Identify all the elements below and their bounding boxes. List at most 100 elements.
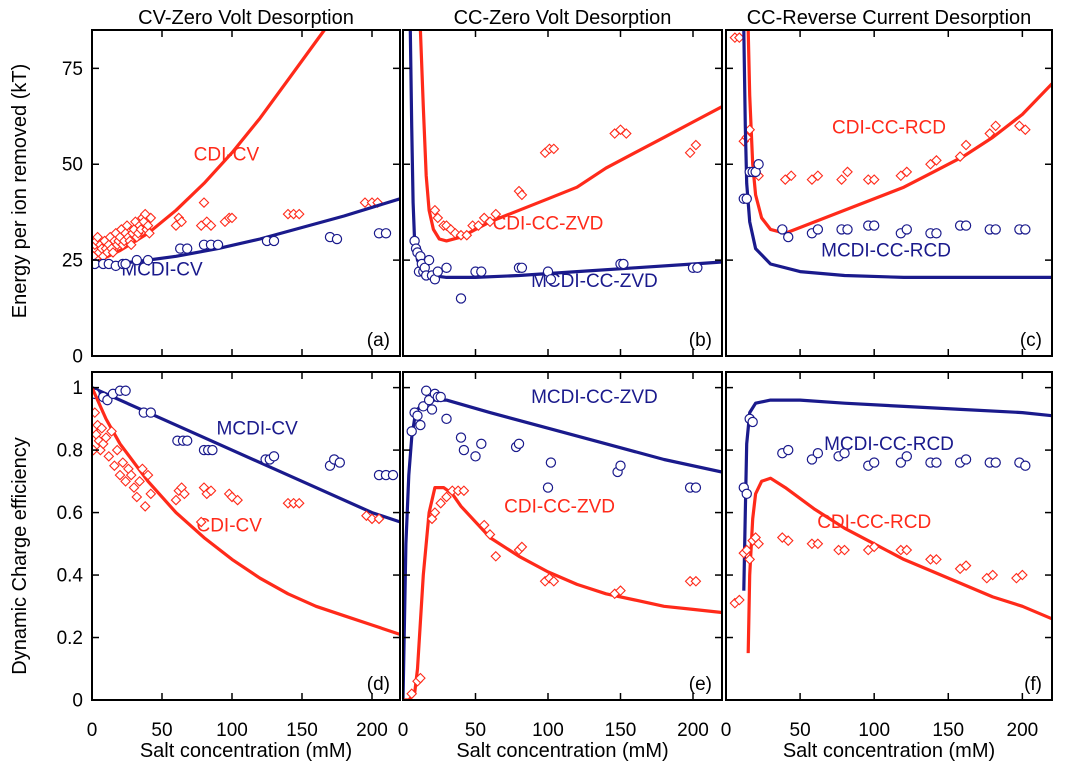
panel-a: CDI-CV MCDI-CV 0 25 50 75 (a) CV-Zero Volt Deso… — [62, 7, 401, 368]
data-point-diamond — [293, 208, 305, 220]
data-point-diamond — [516, 189, 528, 201]
x-tick-label: 150 — [286, 720, 318, 741]
y-tick-label: 0.2 — [57, 628, 83, 649]
panels: CDI-CV MCDI-CV 0 25 50 75 (a) CV-Zero Volt Deso… — [57, 7, 1053, 762]
data-point-diamond — [106, 425, 117, 437]
data-points — [92, 385, 399, 481]
data-point-diamond — [984, 128, 996, 139]
data-point-circle — [747, 416, 758, 428]
panel-tag: (d) — [367, 674, 390, 695]
series-label-cdi-cv: CDI-CV — [196, 515, 262, 536]
data-point-circle — [895, 457, 907, 468]
y-tick-label: 0 — [72, 347, 83, 368]
data-point-circle — [960, 220, 972, 231]
data-point-circle — [142, 254, 154, 266]
y-axis-label-charge-efficiency: Dynamic Charge efficiency — [9, 437, 31, 675]
data-point-circle — [131, 254, 142, 266]
panel-b: CDI-CC-ZVD MCDI-CC-ZVD (b) CC-Zero Volt Des… — [402, 7, 723, 357]
y-tick-label: 0.8 — [57, 441, 83, 462]
data-point-circle — [901, 224, 912, 235]
data-point-diamond — [125, 469, 137, 481]
data-point-diamond — [170, 494, 182, 506]
data-point-circle — [120, 258, 131, 270]
x-axis-label: Salt concentration (mM) — [140, 740, 352, 762]
data-point-diamond — [195, 516, 207, 528]
series-label-mcdi-cc-rcd: MCDI-CC-RCD — [821, 240, 951, 261]
data-point-diamond — [836, 174, 847, 185]
data-point-circle — [268, 235, 280, 247]
panel-tag: (c) — [1020, 330, 1042, 351]
data-point-circle — [331, 233, 343, 245]
panel-tag: (a) — [367, 330, 390, 351]
data-points — [409, 235, 703, 304]
y-tick-label: 1 — [72, 378, 83, 399]
data-point-circle — [181, 435, 193, 446]
data-point-diamond — [128, 482, 140, 493]
data-point-circle — [931, 457, 942, 468]
panel-frame — [91, 371, 401, 701]
data-points — [92, 197, 383, 262]
data-point-circle — [990, 457, 1001, 468]
data-point-diamond — [145, 488, 157, 500]
data-point-diamond — [137, 463, 148, 475]
series-line-mcdi-cc-zvd — [403, 398, 722, 700]
data-point-diamond — [960, 560, 972, 572]
data-point-diamond — [293, 497, 305, 509]
data-point-circle — [476, 438, 487, 450]
data-point-circle — [783, 231, 794, 243]
data-point-circle — [842, 224, 853, 235]
data-point-diamond — [461, 229, 473, 241]
data-point-diamond — [359, 197, 371, 208]
panel-tag: (b) — [689, 330, 712, 351]
data-point-diamond — [92, 419, 103, 431]
data-point-circle — [868, 220, 880, 231]
x-tick-label: 100 — [858, 720, 890, 741]
data-point-diamond — [205, 485, 217, 497]
series-label-cdi-cc-rcd: CDI-CC-RCD — [832, 118, 946, 139]
data-point-diamond — [205, 220, 217, 231]
data-point-diamond — [868, 541, 880, 553]
data-point-circle — [120, 385, 131, 396]
x-tick-label: 0 — [87, 720, 98, 741]
data-point-circle — [545, 457, 557, 468]
data-point-circle — [783, 444, 794, 456]
data-point-diamond — [117, 457, 129, 468]
x-tick-label: 200 — [356, 720, 388, 741]
data-points — [406, 485, 702, 700]
data-points — [729, 532, 1028, 609]
data-point-diamond — [954, 151, 966, 162]
data-point-diamond — [373, 513, 385, 525]
panel-frame — [725, 29, 1053, 357]
data-point-circle — [690, 482, 702, 493]
data-point-diamond — [142, 469, 154, 481]
data-point-circle — [432, 266, 443, 277]
data-point-diamond — [198, 197, 210, 208]
data-point-diamond — [406, 688, 418, 700]
data-point-circle — [380, 228, 392, 239]
y-tick-label: 0.4 — [57, 566, 84, 587]
x-tick-label: 100 — [532, 720, 564, 741]
x-tick-label: 50 — [151, 720, 172, 741]
data-points — [729, 32, 1031, 185]
data-point-circle — [990, 224, 1001, 235]
series-label-cdi-cc-zvd: CDI-CC-ZVD — [493, 213, 604, 234]
series-label-mcdi-cv: MCDI-CV — [121, 259, 203, 280]
data-point-diamond — [100, 432, 112, 443]
x-tick-label: 200 — [677, 720, 709, 741]
data-point-diamond — [868, 174, 880, 185]
panel-d: MCDI-CV CDI-CV 0 0.2 0.4 0.6 0.8 1 0 50 100 150 200 (… — [57, 371, 401, 762]
data-point-diamond — [111, 444, 123, 456]
data-point-diamond — [121, 220, 133, 231]
data-point-diamond — [684, 147, 696, 159]
data-point-diamond — [785, 170, 797, 182]
data-point-diamond — [179, 488, 190, 500]
data-point-diamond — [366, 513, 378, 525]
data-point-diamond — [548, 575, 560, 587]
data-point-circle — [387, 469, 399, 481]
data-point-diamond — [901, 544, 913, 556]
data-points — [406, 385, 702, 493]
data-point-diamond — [931, 155, 942, 166]
data-point-diamond — [490, 208, 502, 220]
data-point-diamond — [92, 231, 103, 243]
data-point-diamond — [432, 212, 444, 224]
